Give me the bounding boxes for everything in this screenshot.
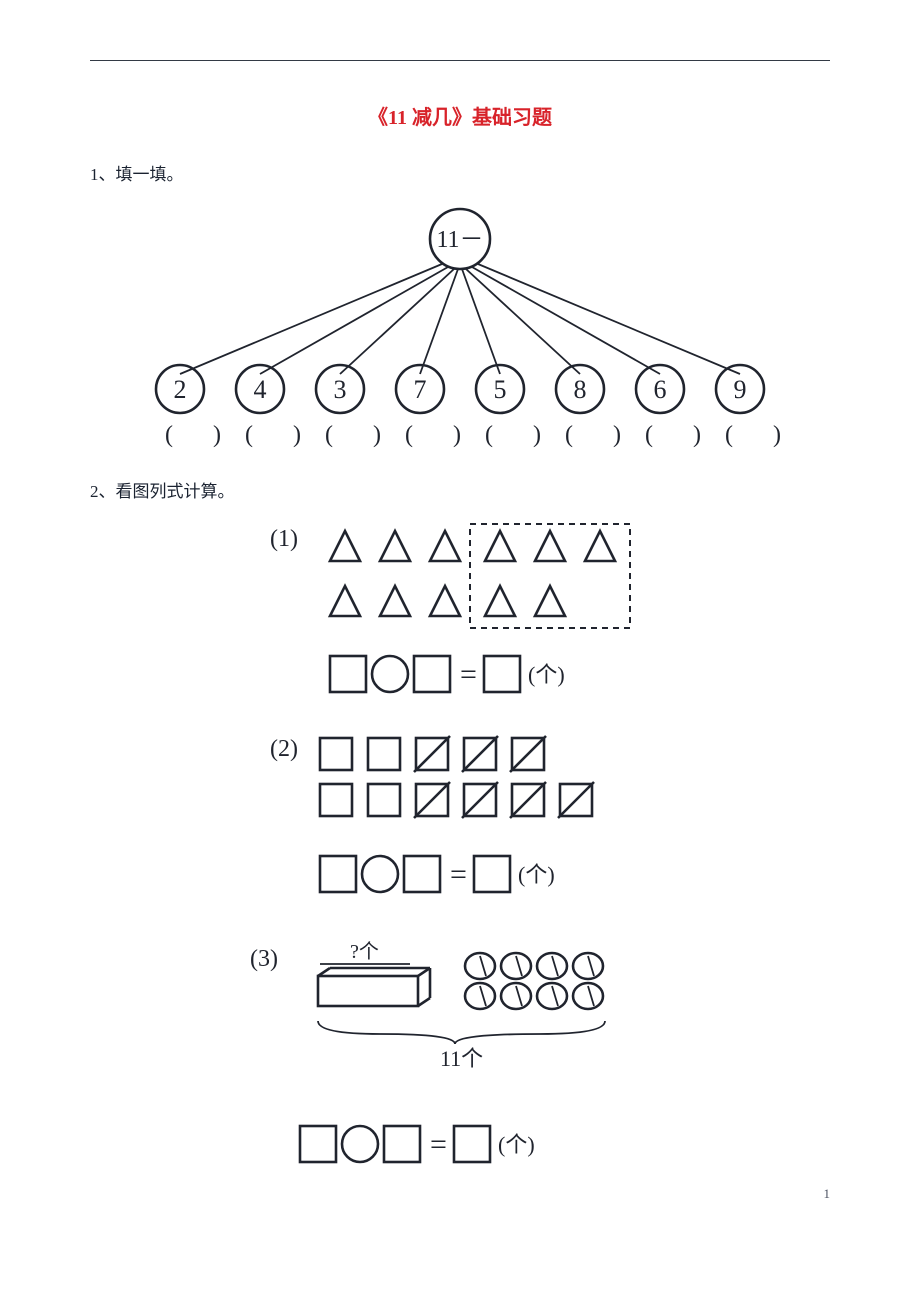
svg-text:): ) [373, 422, 381, 448]
square-row-2 [320, 782, 594, 818]
q1-diagram: 11－ 2 ( ) 4 ( ) [90, 199, 830, 459]
svg-text:(个): (个) [498, 1132, 535, 1157]
q2-3-total: 11个 [440, 1046, 483, 1071]
q2-2-equation: = (个) [320, 856, 555, 892]
svg-text:(: ( [565, 422, 573, 448]
q1-center: 11－ [436, 227, 483, 253]
svg-text:): ) [693, 422, 701, 448]
q1-child-3: 7 [414, 375, 427, 404]
q1-label: 1、填一填。 [90, 160, 830, 185]
brace [318, 1021, 605, 1044]
svg-text:(个): (个) [518, 862, 555, 887]
triangle-row-1 [330, 531, 615, 561]
q2-1-equation: = (个) [330, 656, 565, 692]
svg-text:=: = [430, 1128, 447, 1161]
page-number: 1 [824, 1186, 831, 1202]
svg-text:(: ( [165, 422, 173, 448]
svg-text:(: ( [725, 422, 733, 448]
square-row-1 [320, 736, 546, 772]
q1-child-1: 4 [254, 375, 267, 404]
svg-text:(: ( [405, 422, 413, 448]
q2-1-num: (1) [270, 526, 298, 552]
q2-item-1: (1) [90, 516, 830, 726]
q1-children: 2 ( ) 4 ( ) 3 ( ) [156, 264, 781, 448]
ovals [465, 953, 603, 1009]
q1-child-2: 3 [334, 375, 347, 404]
q1-child-0: 2 [174, 375, 187, 404]
triangle-row-2 [330, 586, 565, 616]
svg-text:): ) [453, 422, 461, 448]
svg-text:(: ( [485, 422, 493, 448]
q2-3-num: (3) [250, 946, 278, 972]
svg-text:): ) [533, 422, 541, 448]
worksheet-title: 《11 减几》基础习题 [90, 101, 830, 130]
svg-text:(: ( [245, 422, 253, 448]
q2-item-2: (2) = [90, 726, 830, 936]
page: 《11 减几》基础习题 1、填一填。 11－ 2 ( ) [0, 0, 920, 1226]
q1-child-7: 9 [734, 375, 747, 404]
q1-child-6: 6 [654, 375, 667, 404]
svg-text:): ) [773, 422, 781, 448]
svg-text:=: = [460, 658, 477, 691]
q2-label: 2、看图列式计算。 [90, 477, 830, 502]
q2-3-equation: = (个) [300, 1126, 535, 1162]
svg-text:(: ( [645, 422, 653, 448]
svg-text:(个): (个) [528, 662, 565, 687]
q1-child-5: 8 [574, 375, 587, 404]
q2-2-num: (2) [270, 736, 298, 762]
box-shape [318, 968, 430, 1006]
top-rule [90, 60, 830, 61]
svg-text:): ) [293, 422, 301, 448]
q2-item-3: (3) ?个 [90, 936, 830, 1186]
q1-child-4: 5 [494, 375, 507, 404]
svg-text:): ) [213, 422, 221, 448]
svg-text:=: = [450, 858, 467, 891]
q2-3-unknown: ?个 [350, 940, 379, 963]
svg-text:): ) [613, 422, 621, 448]
svg-text:(: ( [325, 422, 333, 448]
